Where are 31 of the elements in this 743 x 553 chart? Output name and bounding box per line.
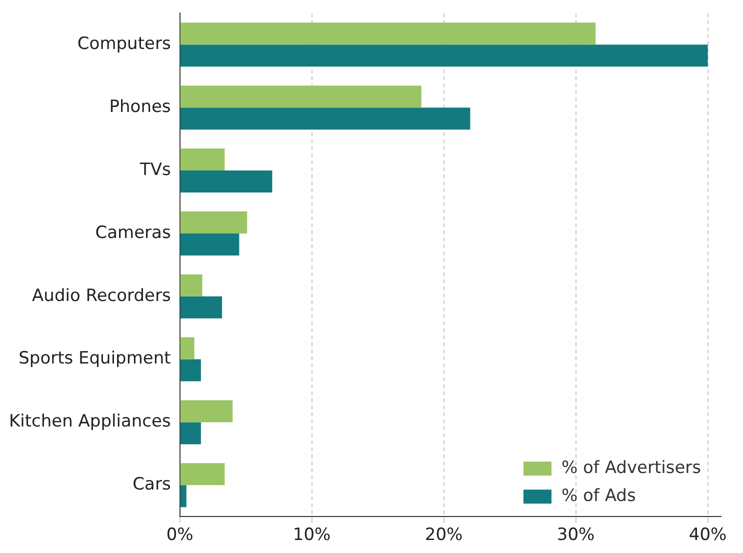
x-tick-label: 10% (292, 525, 331, 546)
bar (180, 463, 225, 486)
bar (180, 485, 186, 508)
x-tick-label: 20% (424, 525, 463, 546)
bar (180, 400, 233, 422)
y-tick-label: Cameras (95, 222, 171, 243)
bar (180, 44, 708, 67)
y-tick-label: Audio Recorders (32, 286, 171, 306)
y-tick-label: Sports Equipment (18, 348, 172, 369)
bar (180, 170, 272, 193)
legend-label: % of Ads (561, 486, 636, 506)
bar (180, 22, 596, 45)
x-tick-label: 0% (166, 525, 194, 546)
y-tick-label: Cars (132, 474, 171, 495)
bar (180, 337, 194, 360)
y-tick-label: Kitchen Appliances (8, 412, 171, 432)
bar (180, 108, 470, 130)
legend-label: % of Advertisers (561, 458, 702, 478)
y-tick-label: Computers (77, 34, 171, 54)
x-tick-label: 40% (688, 525, 727, 546)
bar (180, 86, 422, 108)
y-tick-label: TVs (138, 160, 171, 180)
bar (180, 296, 222, 318)
bar (180, 359, 201, 382)
bar (180, 148, 225, 171)
x-tick-label: 30% (556, 525, 595, 546)
bar (180, 422, 201, 444)
bar (180, 274, 202, 296)
bar (180, 211, 248, 234)
bar (180, 233, 240, 256)
y-tick-label: Phones (109, 97, 171, 118)
